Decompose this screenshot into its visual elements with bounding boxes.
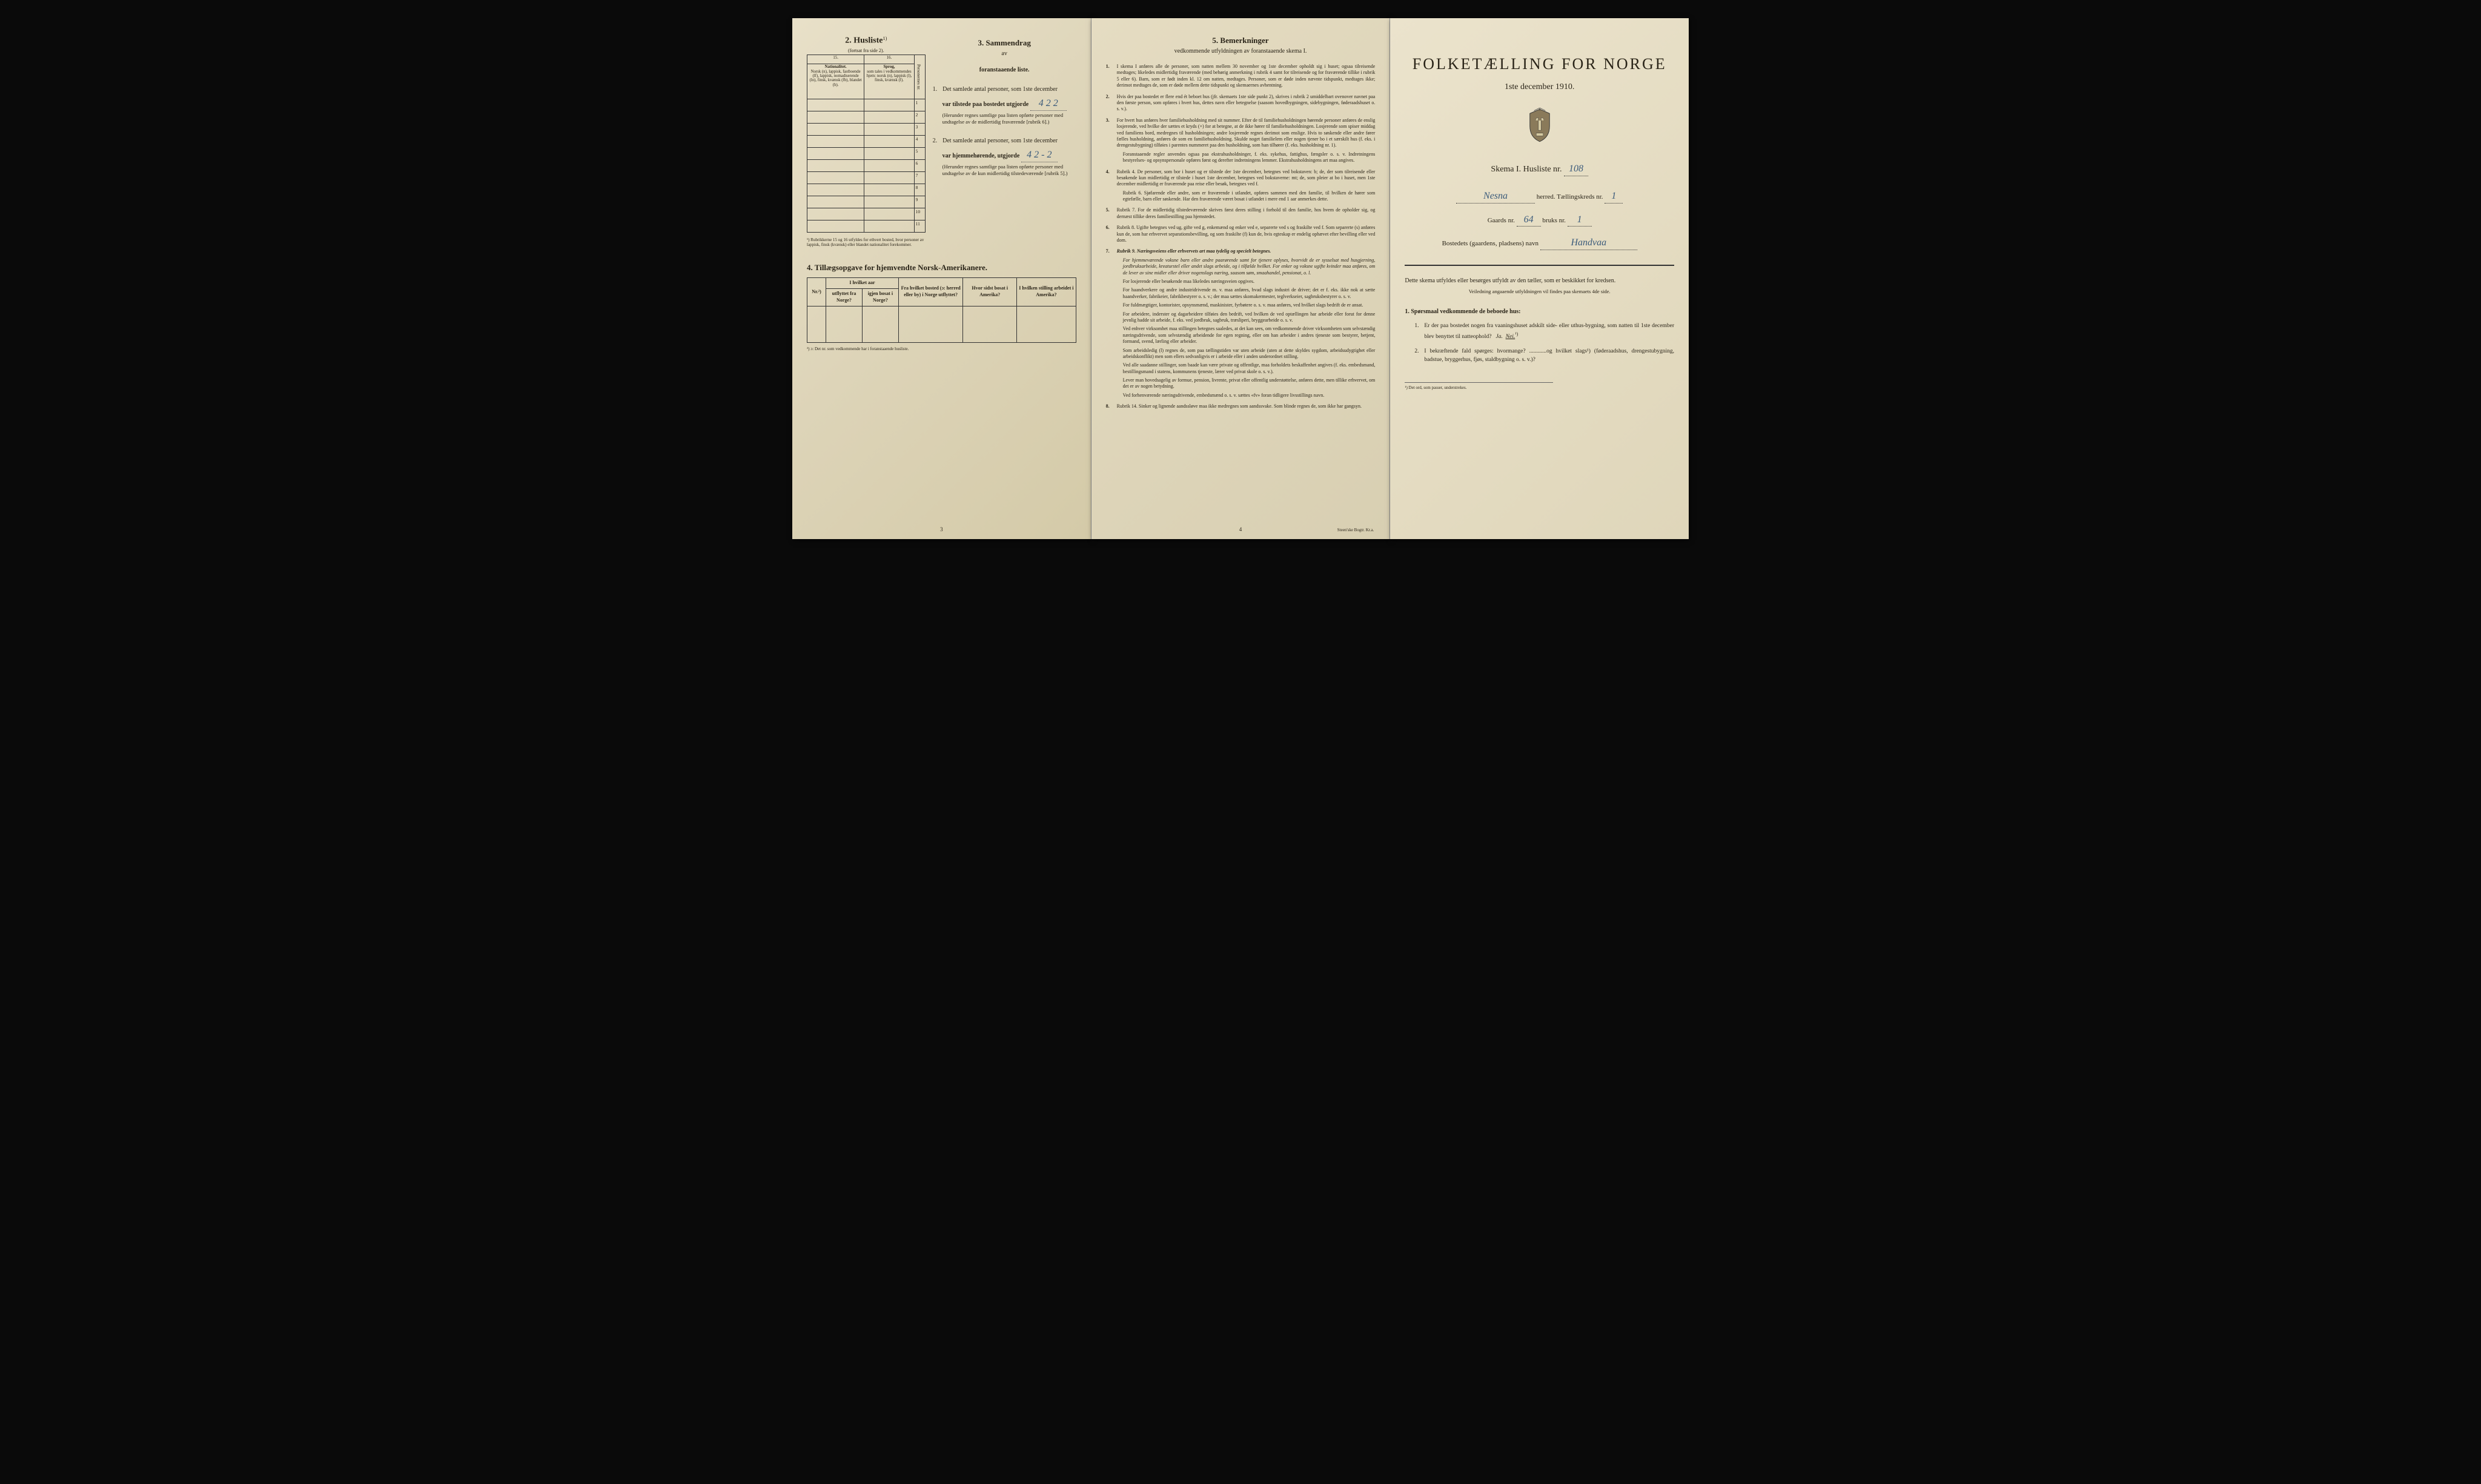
hjemme-value: 4 2 - 2 (1027, 150, 1052, 160)
remark-2: Hvis der paa bostedet er flere end ét be… (1106, 94, 1376, 113)
husliste-title: 2. Husliste (845, 36, 883, 45)
husliste-table: 15. 16. Personernes nr. Nationalitet.Nor… (807, 55, 926, 233)
census-date: 1ste december 1910. (1405, 82, 1674, 93)
section4-title: 4. Tillægsopgave for hjemvendte Norsk-Am… (807, 262, 1076, 273)
main-title: FOLKETÆLLING FOR NORGE (1405, 53, 1674, 75)
husliste-nr: 108 (1564, 162, 1588, 176)
gaard-value: 64 (1517, 213, 1541, 227)
instruction-text: Dette skema utfyldes eller besørges utfy… (1405, 277, 1674, 285)
tilleg-table: Nr.²) I hvilket aar Fra hvilket bosted (… (807, 277, 1076, 342)
page-cover: FOLKETÆLLING FOR NORGE 1ste december 191… (1390, 18, 1689, 539)
sammendrag-block: 3. Sammendrag av foranstaaende liste. 1.… (933, 35, 1076, 248)
summary-item-1: 1. Det samlede antal personer, som 1ste … (933, 85, 1076, 126)
remark-7: Rubrik 9. Næringsveiens eller erhvervets… (1106, 248, 1376, 399)
bosted-line: Bostedets (gaardens, pladsens) navn Hand… (1405, 236, 1674, 250)
footnote-right: ¹) Det ord, som passer, understrekes. (1405, 382, 1553, 390)
bruk-value: 1 (1568, 213, 1592, 227)
tilstede-value: 4 2 2 (1039, 98, 1058, 108)
coat-of-arms-icon (1405, 108, 1674, 146)
answer-nei: Nei. (1506, 334, 1515, 340)
remark-3: For hvert hus anføres hver familiehushol… (1106, 118, 1376, 164)
bosted-value: Handvaa (1540, 236, 1637, 250)
question-1: 1. Er der paa bostedet nogen fra vaaning… (1414, 322, 1674, 341)
page-3: 2. Husliste1) (fortsat fra side 2). 15. … (792, 18, 1091, 539)
husliste-subtitle: (fortsat fra side 2). (807, 48, 926, 55)
page-4: 5. Bemerkninger vedkommende utfyldningen… (1091, 18, 1391, 539)
section3-title: 3. Sammendrag (933, 38, 1076, 48)
printer-credit: Steen'ske Bogtr. Kr.a. (1337, 528, 1374, 533)
remark-8: Rubrik 14. Sinker og lignende aandssløve… (1106, 403, 1376, 409)
census-document: 2. Husliste1) (fortsat fra side 2). 15. … (792, 18, 1689, 539)
summary-item-2: 2. Det samlede antal personer, som 1ste … (933, 137, 1076, 177)
page-number: 3 (940, 526, 943, 533)
footnote-2: ²) ɔ: Det nr. som vedkommende har i fora… (807, 346, 1076, 351)
remark-1: I skema I anføres alle de personer, som … (1106, 64, 1376, 89)
question-heading: 1. Spørsmaal vedkommende de beboede hus: (1405, 308, 1674, 316)
remark-5: Rubrik 7. For de midlertidig tilstedevær… (1106, 207, 1376, 220)
kreds-value: 1 (1605, 190, 1623, 204)
herred-line: Nesna herred. Tællingskreds nr. 1 (1405, 190, 1674, 204)
remark-4: Rubrik 4. De personer, som bor i huset o… (1106, 169, 1376, 203)
page-number: 4 (1239, 526, 1242, 533)
herred-value: Nesna (1456, 190, 1535, 204)
question-2: 2. I bekræftende fald spørges: hvormange… (1414, 347, 1674, 365)
footnote-1: ¹) Rubrikkerne 15 og 16 utfyldes for eth… (807, 237, 926, 248)
section5-title: 5. Bemerkninger (1106, 35, 1376, 46)
remark-6: Rubrik 8. Ugifte betegnes ved ug, gifte … (1106, 225, 1376, 243)
remarks-list: I skema I anføres alle de personer, som … (1106, 64, 1376, 410)
husliste-table-block: 2. Husliste1) (fortsat fra side 2). 15. … (807, 35, 926, 248)
gaard-line: Gaards nr. 64 bruks nr. 1 (1405, 213, 1674, 227)
skema-line: Skema I. Husliste nr. 108 (1405, 162, 1674, 176)
